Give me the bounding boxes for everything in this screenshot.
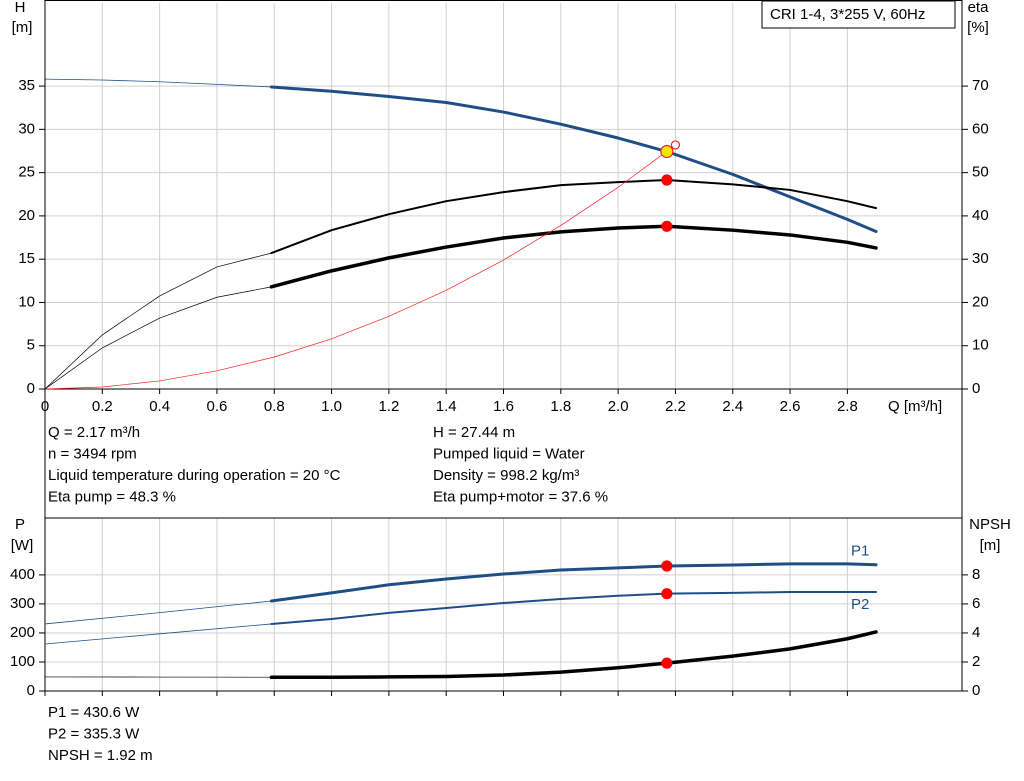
y-axis-label: P	[15, 516, 25, 533]
y2-tick-label: 20	[972, 293, 989, 310]
y2-tick-label: 2	[972, 653, 980, 670]
x-tick-label: 0.6	[207, 398, 228, 415]
x-tick-label: 1.0	[321, 398, 342, 415]
operating-point	[670, 140, 681, 150]
curve	[44, 78, 272, 88]
y2-tick-label: 8	[972, 566, 980, 583]
x-tick-label: 0.4	[149, 398, 170, 415]
x-tick-label: 1.8	[550, 398, 571, 415]
y2-axis-label: eta	[968, 0, 990, 16]
y2-tick-label: 4	[972, 624, 980, 641]
y-tick-label: 15	[18, 250, 35, 267]
x-tick-label: 2.6	[780, 398, 801, 415]
y-tick-label: 300	[10, 595, 35, 612]
x-tick-label: 2.2	[665, 398, 686, 415]
operating-point	[661, 174, 673, 186]
info-text: Liquid temperature during operation = 20…	[48, 467, 341, 484]
y2-tick-label: 10	[972, 337, 989, 354]
x-tick-label: 1.6	[493, 398, 514, 415]
info-text: H = 27.44 m	[433, 424, 515, 441]
curve	[270, 178, 878, 255]
y2-tick-label: 50	[972, 164, 989, 181]
info-text: NPSH = 1.92 m	[48, 747, 153, 764]
y-tick-label: 5	[27, 337, 35, 354]
curve	[269, 85, 878, 233]
x-tick-label: 2.4	[722, 398, 743, 415]
curve	[269, 224, 878, 289]
info-text: Q = 2.17 m³/h	[48, 424, 140, 441]
x-tick-label: 0.8	[264, 398, 285, 415]
info-text: P1 = 430.6 W	[48, 704, 140, 721]
info-text: Eta pump = 48.3 %	[48, 488, 176, 505]
operating-point	[661, 560, 673, 572]
curve	[44, 144, 676, 390]
y2-axis-label: [m]	[980, 537, 1001, 554]
y-tick-label: 200	[10, 624, 35, 641]
y2-tick-label: 70	[972, 77, 989, 94]
y-tick-label: 25	[18, 164, 35, 181]
series-label: P2	[851, 596, 869, 613]
curve	[44, 600, 272, 625]
x-tick-label: 1.2	[378, 398, 399, 415]
y2-axis-label: [%]	[967, 19, 989, 36]
y-tick-label: 30	[18, 120, 35, 137]
operating-point	[660, 144, 674, 159]
x-tick-label: 0.2	[92, 398, 113, 415]
y-tick-label: 20	[18, 207, 35, 224]
y-axis-label: [W]	[11, 537, 34, 554]
operating-point	[661, 220, 673, 232]
x-tick-label: 2.0	[608, 398, 629, 415]
info-text: Pumped liquid = Water	[433, 445, 585, 462]
y-tick-label: 400	[10, 566, 35, 583]
y2-tick-label: 0	[972, 682, 980, 699]
info-text: Eta pump+motor = 37.6 %	[433, 488, 608, 505]
curve	[44, 623, 272, 645]
title-box	[761, 0, 956, 29]
info-text: n = 3494 rpm	[48, 445, 137, 462]
x-axis-label: Q [m³/h]	[888, 398, 942, 415]
y-axis-label: H	[15, 0, 26, 16]
curve	[270, 591, 878, 625]
y-axis-label: [m]	[12, 19, 33, 36]
curve	[44, 286, 272, 390]
y-tick-label: 10	[18, 293, 35, 310]
x-tick-label: 1.4	[436, 398, 457, 415]
operating-point	[661, 657, 673, 669]
y-tick-label: 35	[18, 77, 35, 94]
info-text: P2 = 335.3 W	[48, 725, 140, 742]
y-tick-label: 0	[27, 682, 35, 699]
x-tick-label: 2.8	[837, 398, 858, 415]
y2-tick-label: 40	[972, 207, 989, 224]
series-label: P1	[851, 543, 869, 560]
chart-title: CRI 1-4, 3*255 V, 60Hz	[770, 6, 925, 23]
operating-point	[661, 588, 673, 600]
y2-tick-label: 60	[972, 120, 989, 137]
curve	[269, 630, 878, 679]
y-tick-label: 0	[27, 380, 35, 397]
curve	[44, 252, 272, 390]
y2-tick-label: 30	[972, 250, 989, 267]
y-tick-label: 100	[10, 653, 35, 670]
curve	[269, 562, 878, 603]
y2-tick-label: 6	[972, 595, 980, 612]
y2-tick-label: 0	[972, 380, 980, 397]
y2-axis-label: NPSH	[969, 516, 1011, 533]
info-text: Density = 998.2 kg/m³	[433, 467, 579, 484]
